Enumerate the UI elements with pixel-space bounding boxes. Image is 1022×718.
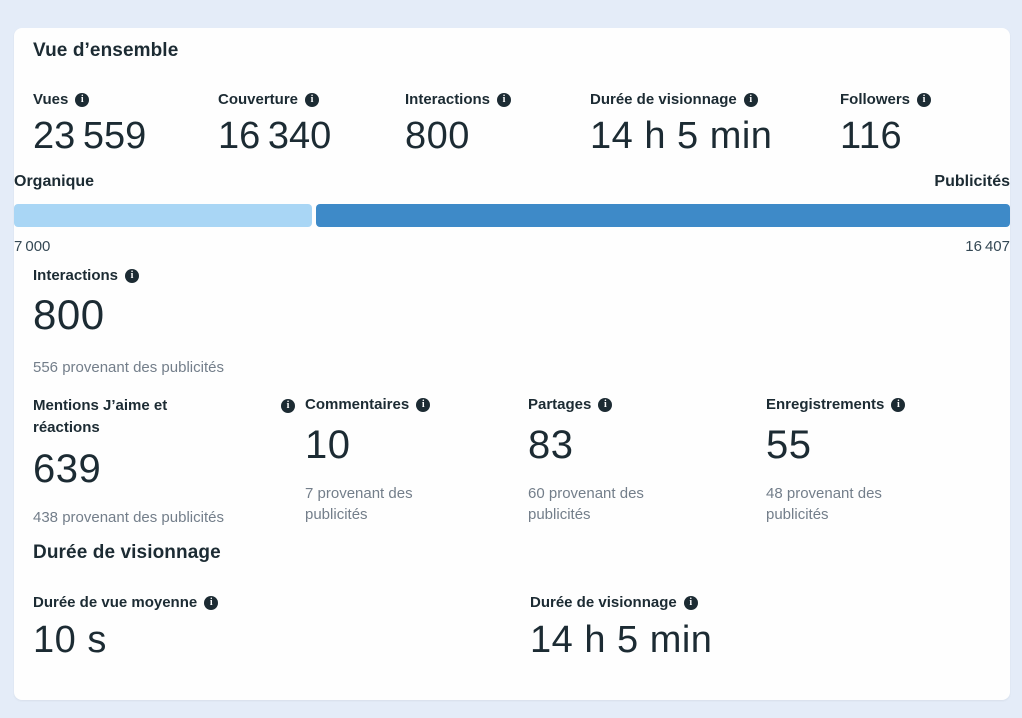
- total-watch-time: Durée de visionnage 14 h 5 min: [530, 593, 991, 662]
- ads-label: Publicités: [934, 173, 1010, 190]
- metric-interactions: Interactions 800: [405, 90, 590, 158]
- comments-label: Commentaires: [305, 396, 410, 413]
- shares-value: 83: [528, 423, 574, 467]
- info-icon[interactable]: [125, 269, 140, 283]
- metric-followers-value: 116: [840, 115, 903, 157]
- comments-value: 10: [305, 423, 351, 467]
- interactions-breakdown-row: Mentions J’aime et réactions 639 438 pro…: [33, 395, 991, 528]
- organic-ads-distribution: Organique Publicités 7 000 16 407: [14, 172, 1010, 257]
- info-icon[interactable]: [204, 596, 219, 610]
- info-icon[interactable]: [598, 398, 613, 412]
- info-icon[interactable]: [416, 398, 431, 412]
- saves-subtext: 48 provenant des publicités: [766, 485, 882, 523]
- metric-followers-label: Followers: [840, 91, 911, 108]
- likes-label: Mentions J’aime et réactions: [33, 397, 168, 436]
- bar-segment-organic[interactable]: [14, 204, 312, 227]
- avg-view-duration-label: Durée de vue moyenne: [33, 594, 198, 611]
- metric-interactions-label: Interactions: [405, 91, 491, 108]
- top-metrics-row: Vues 23 559 Couverture 16 340 Interactio…: [33, 90, 991, 158]
- info-icon[interactable]: [305, 93, 320, 107]
- interactions-section-label: Interactions: [33, 266, 140, 286]
- organic-label: Organique: [14, 173, 95, 190]
- bar-segment-ads[interactable]: [315, 204, 1010, 227]
- metric-vues: Vues 23 559: [33, 90, 218, 158]
- info-icon[interactable]: [743, 93, 758, 107]
- info-icon[interactable]: [497, 93, 512, 107]
- breakdown-likes: Mentions J’aime et réactions 639 438 pro…: [33, 395, 305, 528]
- avg-view-duration-value: 10 s: [33, 619, 107, 661]
- metric-interactions-value: 800: [405, 115, 470, 157]
- breakdown-shares: Partages 83 60 provenant des publicités: [528, 395, 766, 525]
- shares-subtext: 60 provenant des publicités: [528, 485, 644, 523]
- watch-time-row: Durée de vue moyenne 10 s Durée de visio…: [33, 593, 991, 662]
- distribution-bar: [14, 204, 1010, 227]
- watch-time-heading: Durée de visionnage: [33, 542, 221, 563]
- comments-subtext: 7 provenant des publicités: [305, 485, 413, 523]
- metric-vues-value: 23 559: [33, 115, 147, 157]
- metric-couverture-label: Couverture: [218, 91, 299, 108]
- interactions-total-value: 800: [33, 291, 105, 338]
- saves-label: Enregistrements: [766, 396, 885, 413]
- saves-value: 55: [766, 423, 812, 467]
- avg-view-duration: Durée de vue moyenne 10 s: [33, 593, 530, 662]
- total-watch-time-value: 14 h 5 min: [530, 619, 713, 661]
- info-icon[interactable]: [75, 93, 90, 107]
- metric-vues-label: Vues: [33, 91, 69, 108]
- shares-label: Partages: [528, 396, 592, 413]
- metric-duree-label: Durée de visionnage: [590, 91, 737, 108]
- metric-followers: Followers 116: [840, 90, 991, 158]
- interactions-subtext: 556 provenant des publicités: [33, 359, 224, 376]
- ads-value: 16 407: [965, 238, 1010, 255]
- total-watch-time-label: Durée de visionnage: [530, 594, 677, 611]
- info-icon[interactable]: [683, 596, 698, 610]
- likes-subtext: 438 provenant des publicités: [33, 509, 224, 526]
- metric-duree-value: 14 h 5 min: [590, 115, 773, 157]
- metric-couverture-value: 16 340: [218, 115, 332, 157]
- page-title: Vue d’ensemble: [33, 40, 179, 61]
- organic-value: 7 000: [14, 238, 51, 255]
- metric-couverture: Couverture 16 340: [218, 90, 405, 158]
- breakdown-saves: Enregistrements 55 48 provenant des publ…: [766, 395, 991, 525]
- info-icon[interactable]: [891, 398, 906, 412]
- likes-value: 639: [33, 447, 102, 491]
- metric-duree-visionnage: Durée de visionnage 14 h 5 min: [590, 90, 840, 158]
- breakdown-comments: Commentaires 10 7 provenant des publicit…: [305, 395, 528, 525]
- info-icon[interactable]: [917, 93, 932, 107]
- overview-card: Vue d’ensemble Vues 23 559 Couverture 16…: [14, 28, 1010, 700]
- info-icon[interactable]: [281, 399, 295, 413]
